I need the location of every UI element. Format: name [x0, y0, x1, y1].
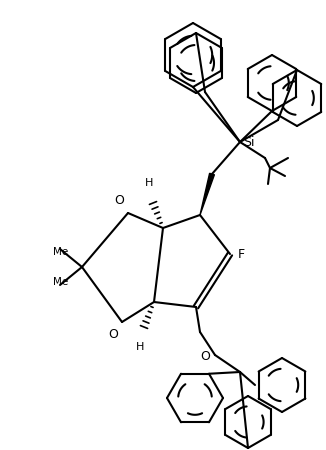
Text: H: H: [136, 342, 144, 352]
Text: Me: Me: [53, 247, 68, 257]
Text: O: O: [108, 328, 118, 341]
Text: O: O: [200, 351, 210, 364]
Text: F: F: [238, 248, 245, 261]
Text: O: O: [114, 194, 124, 207]
Text: Me: Me: [53, 277, 68, 287]
Text: Si: Si: [243, 135, 255, 148]
Text: H: H: [145, 178, 153, 188]
Polygon shape: [200, 173, 215, 215]
